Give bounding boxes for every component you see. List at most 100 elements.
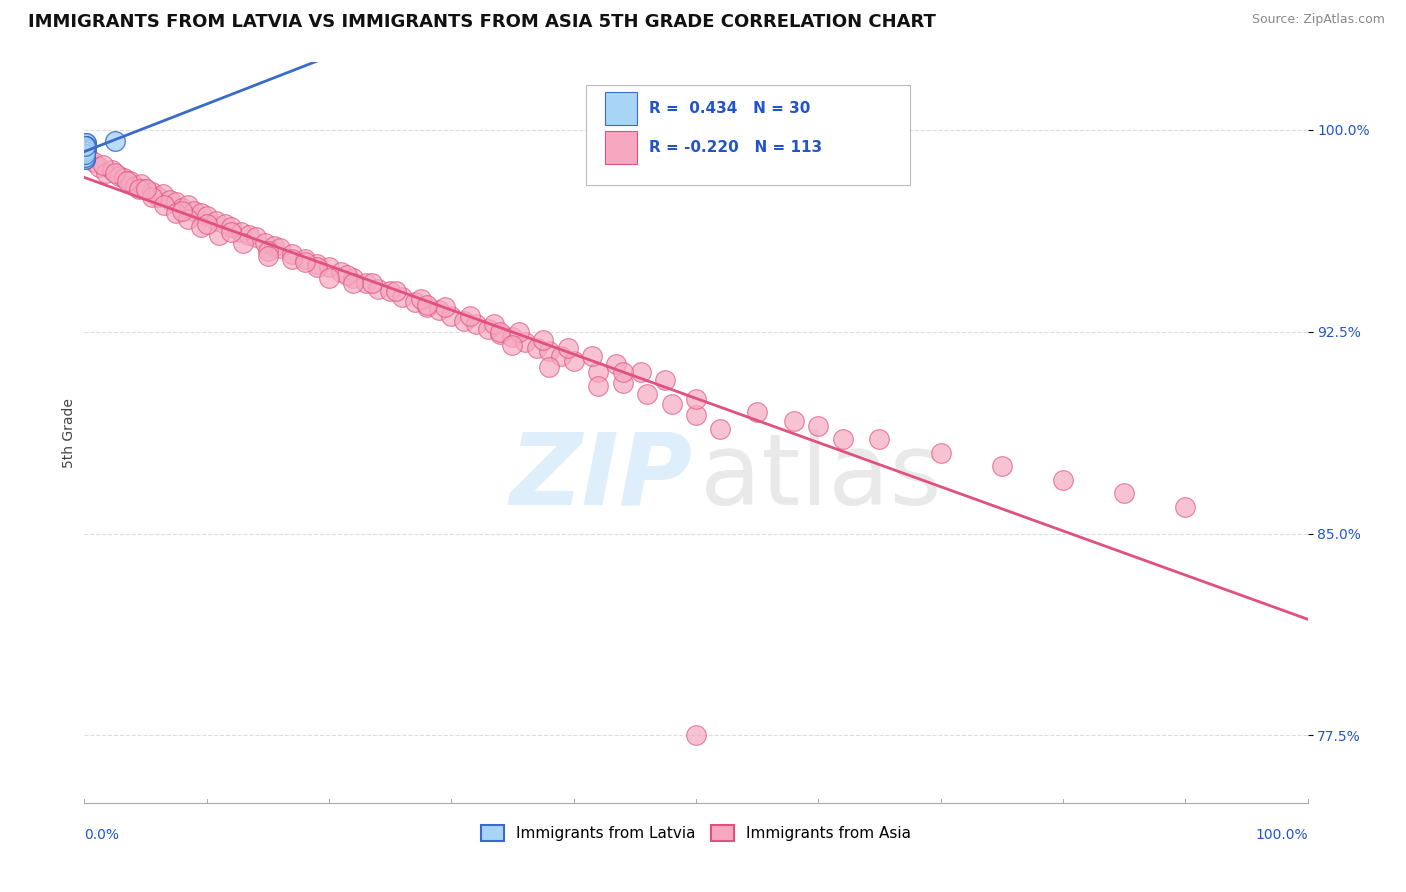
Point: [118, 174, 141, 188]
Point: [661, 397, 683, 411]
Point: [550, 349, 572, 363]
Point: [929, 446, 952, 460]
Point: [75, 147, 97, 161]
Point: [219, 225, 242, 239]
Point: [214, 217, 236, 231]
Point: [685, 729, 707, 743]
Point: [115, 174, 138, 188]
Point: [318, 270, 340, 285]
Point: [177, 198, 200, 212]
Point: [489, 325, 512, 339]
Point: [104, 134, 127, 148]
Point: [135, 182, 157, 196]
Point: [141, 185, 163, 199]
Point: [177, 211, 200, 226]
Point: [586, 365, 609, 379]
Text: 0.0%: 0.0%: [84, 828, 120, 842]
Text: 100.0%: 100.0%: [1256, 828, 1308, 842]
Point: [75, 139, 97, 153]
Point: [330, 265, 353, 279]
Point: [360, 276, 382, 290]
Point: [458, 309, 481, 323]
Point: [434, 301, 457, 315]
Text: R = -0.220   N = 113: R = -0.220 N = 113: [650, 140, 823, 155]
Point: [195, 217, 218, 231]
Point: [254, 235, 277, 250]
Text: IMMIGRANTS FROM LATVIA VS IMMIGRANTS FROM ASIA 5TH GRADE CORRELATION CHART: IMMIGRANTS FROM LATVIA VS IMMIGRANTS FRO…: [28, 13, 936, 31]
Point: [172, 201, 194, 215]
Point: [75, 139, 97, 153]
Point: [232, 235, 254, 250]
Point: [342, 270, 364, 285]
Point: [75, 139, 97, 153]
Legend: Immigrants from Latvia, Immigrants from Asia: Immigrants from Latvia, Immigrants from …: [475, 819, 917, 847]
Point: [219, 219, 242, 234]
Point: [1052, 473, 1074, 487]
Point: [630, 365, 652, 379]
Point: [354, 276, 377, 290]
Point: [416, 298, 439, 312]
Point: [129, 177, 152, 191]
Point: [75, 150, 97, 164]
Point: [404, 295, 426, 310]
Point: [165, 195, 187, 210]
Point: [75, 147, 97, 161]
Point: [409, 293, 432, 307]
Point: [305, 260, 328, 274]
Point: [75, 147, 97, 161]
Y-axis label: 5th Grade: 5th Grade: [62, 398, 76, 467]
Point: [586, 378, 609, 392]
Point: [101, 163, 124, 178]
Point: [685, 408, 707, 422]
Point: [172, 203, 194, 218]
FancyBboxPatch shape: [586, 85, 910, 185]
Point: [367, 282, 389, 296]
Point: [636, 386, 658, 401]
Point: [502, 330, 524, 344]
Point: [513, 335, 536, 350]
Point: [75, 142, 97, 156]
Point: [464, 317, 486, 331]
Point: [87, 161, 110, 175]
Point: [654, 373, 676, 387]
Point: [783, 413, 806, 427]
Point: [538, 359, 561, 374]
Point: [807, 418, 830, 433]
Point: [195, 209, 218, 223]
Point: [75, 150, 97, 164]
Point: [489, 327, 512, 342]
Text: R =  0.434   N = 30: R = 0.434 N = 30: [650, 101, 811, 116]
Point: [281, 252, 304, 266]
Point: [318, 260, 340, 274]
Point: [77, 150, 100, 164]
Point: [238, 227, 260, 242]
Point: [416, 301, 439, 315]
Point: [391, 290, 413, 304]
Point: [294, 254, 316, 268]
Point: [257, 249, 280, 263]
Point: [1114, 486, 1136, 500]
Point: [75, 147, 97, 161]
Point: [305, 257, 328, 271]
Point: [112, 171, 135, 186]
Text: atlas: atlas: [700, 428, 941, 525]
Point: [1174, 500, 1197, 514]
Point: [159, 193, 181, 207]
Point: [75, 145, 97, 159]
Point: [75, 142, 97, 156]
Point: [128, 182, 150, 196]
Point: [75, 136, 97, 151]
Point: [73, 153, 96, 167]
Point: [538, 343, 561, 358]
Point: [73, 153, 96, 167]
Point: [747, 405, 769, 419]
Point: [294, 252, 316, 266]
Point: [146, 190, 169, 204]
Point: [531, 333, 554, 347]
FancyBboxPatch shape: [606, 131, 637, 164]
Point: [281, 246, 304, 260]
Point: [183, 203, 205, 218]
Point: [263, 238, 285, 252]
Point: [205, 214, 228, 228]
Text: ZIP: ZIP: [509, 428, 692, 525]
